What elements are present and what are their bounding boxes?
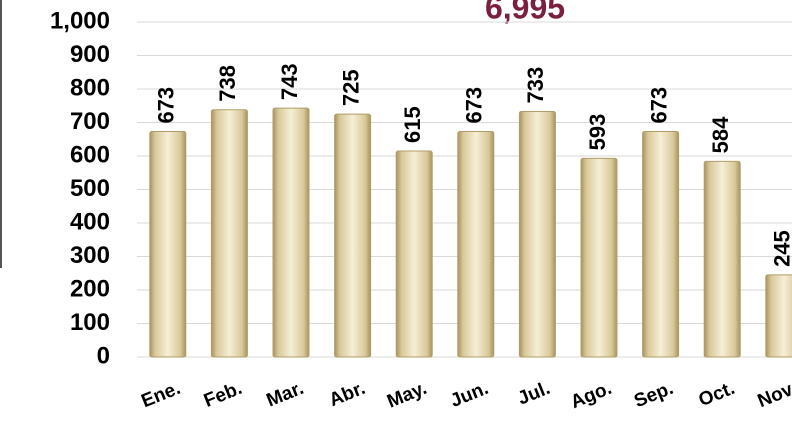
bar <box>149 131 187 358</box>
bar <box>518 110 556 358</box>
data-label: 673 <box>646 87 671 124</box>
data-label: 615 <box>400 106 425 143</box>
y-tick-label: 1,000 <box>50 7 110 34</box>
x-tick-label: Feb. <box>201 378 245 412</box>
y-tick-label: 0 <box>97 342 110 369</box>
y-tick-label: 600 <box>70 141 110 168</box>
data-label: 733 <box>523 67 548 104</box>
x-tick-label: Mar. <box>264 378 307 412</box>
data-label: 673 <box>154 87 179 124</box>
x-tick-label: Nov. <box>755 378 792 412</box>
x-tick-label: Oct. <box>696 378 738 411</box>
x-tick-label: Ene. <box>138 378 183 413</box>
x-tick-label: May. <box>384 378 430 413</box>
data-label: 245 <box>770 230 792 267</box>
bar <box>457 131 495 358</box>
data-label: 725 <box>338 69 363 106</box>
y-tick-label: 300 <box>70 242 110 269</box>
data-label: 593 <box>585 114 610 151</box>
bar <box>703 160 741 358</box>
data-label: 743 <box>277 63 302 100</box>
bar <box>272 107 310 358</box>
y-tick-label: 200 <box>70 275 110 302</box>
bar <box>334 113 372 358</box>
bar <box>395 150 433 358</box>
bar <box>580 157 618 358</box>
x-tick-label: Sep. <box>631 378 676 413</box>
y-tick-label: 400 <box>70 208 110 235</box>
bar <box>765 274 792 358</box>
bar <box>210 109 248 358</box>
y-tick-label: 900 <box>70 41 110 68</box>
x-tick-label: Jul. <box>515 378 553 410</box>
y-tick-label: 500 <box>70 175 110 202</box>
chart-title: 6,995 <box>485 0 565 25</box>
y-tick-label: 100 <box>70 309 110 336</box>
bar <box>642 131 680 358</box>
data-label: 673 <box>462 87 487 124</box>
x-tick-label: Jun. <box>447 378 491 412</box>
data-label: 738 <box>215 65 240 102</box>
x-tick-label: Abr. <box>326 378 368 411</box>
data-label: 584 <box>708 116 733 153</box>
y-tick-label: 800 <box>70 74 110 101</box>
y-tick-label: 700 <box>70 108 110 135</box>
x-tick-label: Ago. <box>568 378 615 413</box>
